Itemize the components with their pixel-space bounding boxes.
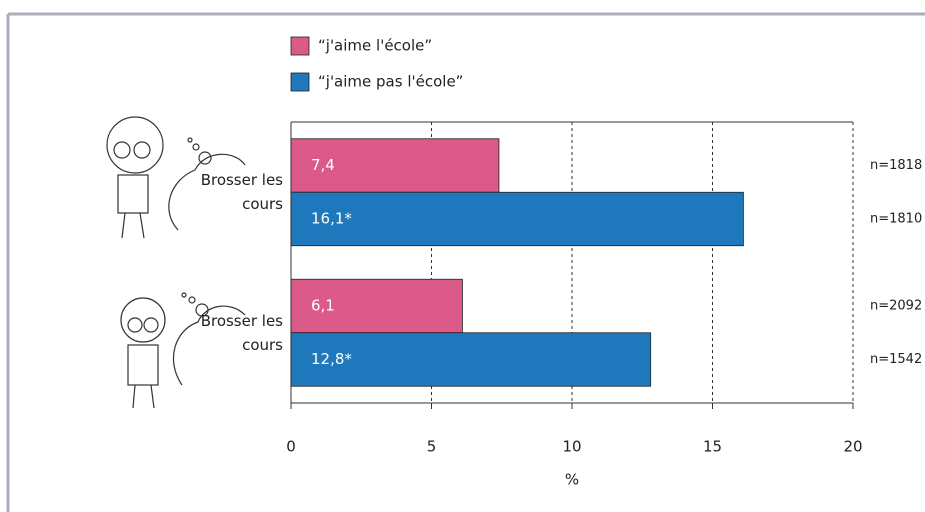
x-tick-label: 0 bbox=[286, 438, 296, 456]
legend-swatch bbox=[290, 72, 310, 92]
bar bbox=[290, 191, 744, 247]
x-axis-label: % bbox=[565, 471, 579, 489]
bar bbox=[290, 332, 652, 387]
category-label: Brosser les cours bbox=[200, 311, 283, 354]
category-label: Brosser les cours bbox=[200, 171, 283, 214]
illustration-boy bbox=[106, 116, 246, 239]
bar bbox=[290, 138, 500, 193]
n-label: n=2092 bbox=[870, 299, 922, 314]
value-label: 12,8* bbox=[311, 350, 352, 368]
x-tick-label: 20 bbox=[843, 438, 862, 456]
value-label: 16,1* bbox=[311, 210, 352, 228]
x-tick-label: 10 bbox=[562, 438, 581, 456]
legend-label: “j'aime l'école” bbox=[318, 37, 432, 55]
value-label: 7,4 bbox=[311, 156, 335, 174]
x-tick-label: 15 bbox=[703, 438, 722, 456]
n-label: n=1818 bbox=[870, 158, 922, 173]
n-label: n=1542 bbox=[870, 352, 922, 367]
bar bbox=[290, 278, 463, 334]
legend-swatch bbox=[290, 36, 310, 56]
x-tick-label: 5 bbox=[427, 438, 437, 456]
n-label: n=1810 bbox=[870, 212, 922, 227]
legend-label: “j'aime pas l'école” bbox=[318, 73, 463, 91]
illustration-girl bbox=[120, 292, 246, 409]
value-label: 6,1 bbox=[311, 297, 335, 315]
